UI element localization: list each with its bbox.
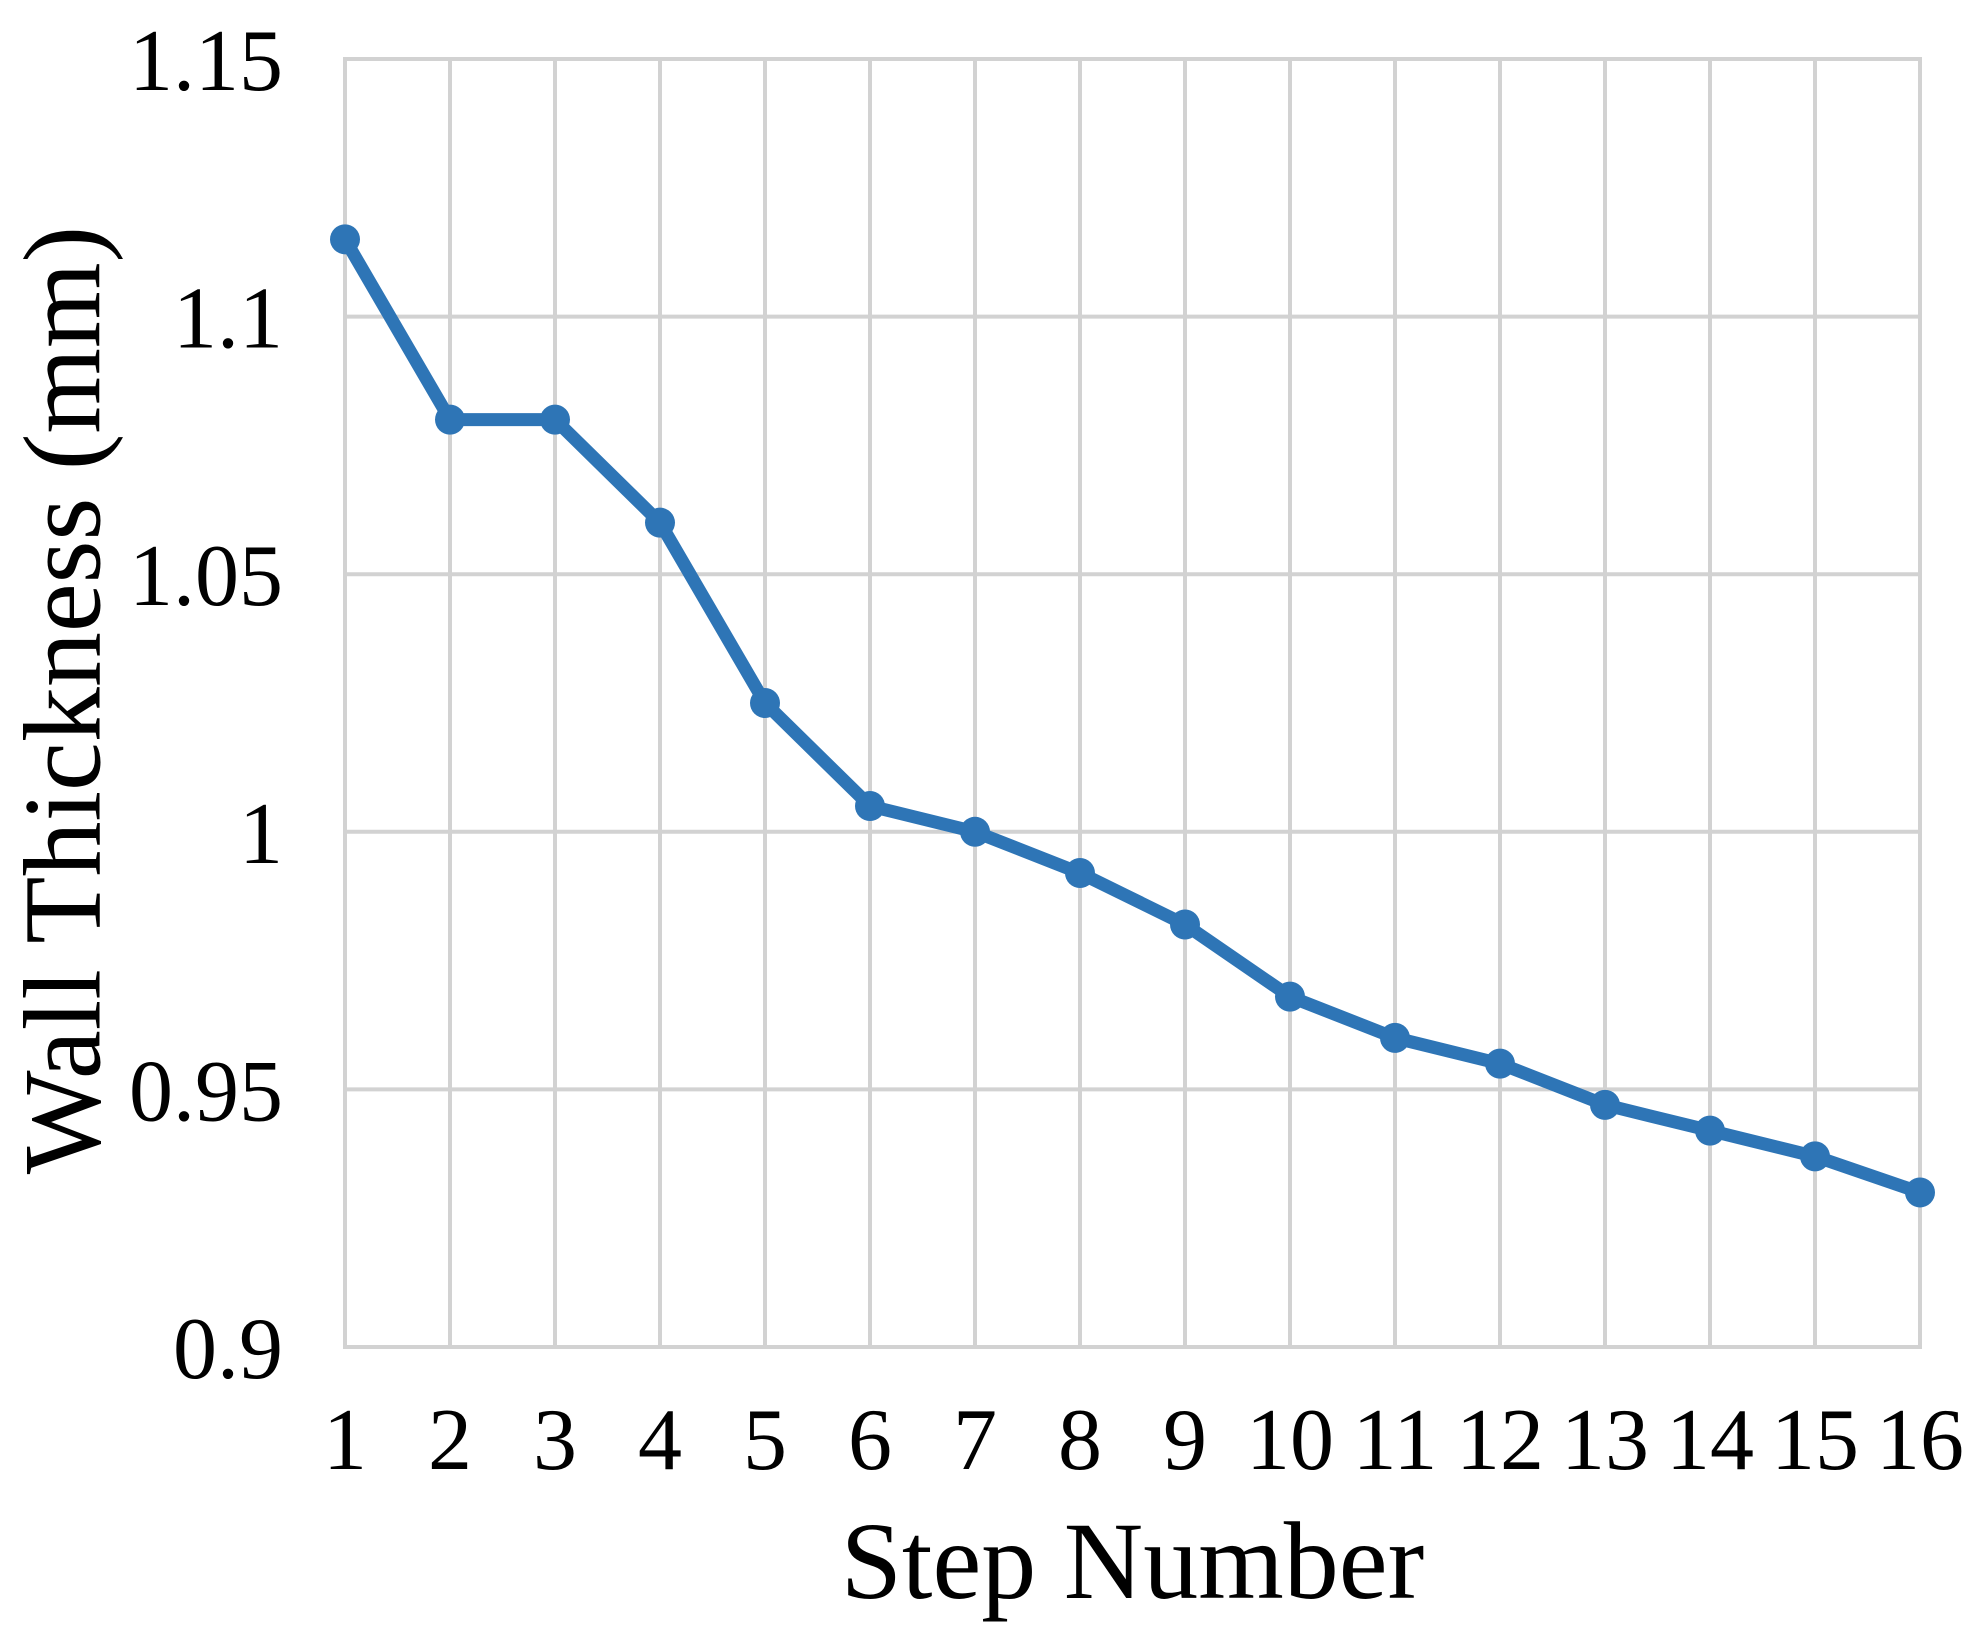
- x-tick-label: 10: [1246, 1392, 1334, 1489]
- x-tick-label: 8: [1058, 1392, 1102, 1489]
- data-point: [1800, 1141, 1830, 1172]
- x-tick-label: 3: [533, 1392, 577, 1489]
- x-tick-label: 5: [743, 1392, 787, 1489]
- y-axis-title: Wall Thickness (mm): [1, 225, 124, 1175]
- data-point: [750, 688, 780, 718]
- data-point: [1170, 909, 1200, 940]
- x-axis-title: Step Number: [840, 1500, 1425, 1622]
- plot-border: [343, 57, 1922, 1349]
- data-point: [435, 404, 465, 435]
- x-tick-label: 14: [1666, 1392, 1754, 1489]
- data-point: [960, 816, 990, 847]
- x-tick-label: 13: [1561, 1392, 1649, 1489]
- x-tick-label: 12: [1456, 1392, 1544, 1489]
- x-tick-label: 16: [1876, 1392, 1964, 1489]
- data-line: [338, 232, 1927, 1199]
- data-point: [1590, 1089, 1620, 1120]
- x-tick-label: 9: [1163, 1392, 1207, 1489]
- x-tick-label: 11: [1353, 1392, 1438, 1489]
- y-tick-label: 1: [239, 786, 283, 883]
- x-tick-label: 4: [638, 1392, 682, 1489]
- x-tick-label: 2: [428, 1392, 472, 1489]
- x-tick-label: 15: [1771, 1392, 1859, 1489]
- data-point: [330, 224, 360, 255]
- data-point: [1695, 1115, 1725, 1146]
- data-point: [1275, 981, 1305, 1012]
- data-point: [1065, 858, 1095, 889]
- data-point: [645, 507, 675, 538]
- y-tick-label: 1.1: [173, 271, 283, 368]
- data-point: [1380, 1022, 1410, 1053]
- data-point: [855, 791, 885, 822]
- data-point: [540, 404, 570, 435]
- y-tick-label: 1.05: [129, 528, 283, 625]
- data-point: [1485, 1048, 1515, 1079]
- x-tick-label: 6: [848, 1392, 892, 1489]
- data-point: [1905, 1177, 1935, 1208]
- x-tick-label: 7: [953, 1392, 997, 1489]
- y-tick-label: 1.15: [129, 13, 283, 110]
- y-tick-label: 0.95: [129, 1043, 283, 1140]
- y-tick-label: 0.9: [173, 1301, 283, 1398]
- x-tick-label: 1: [323, 1392, 367, 1489]
